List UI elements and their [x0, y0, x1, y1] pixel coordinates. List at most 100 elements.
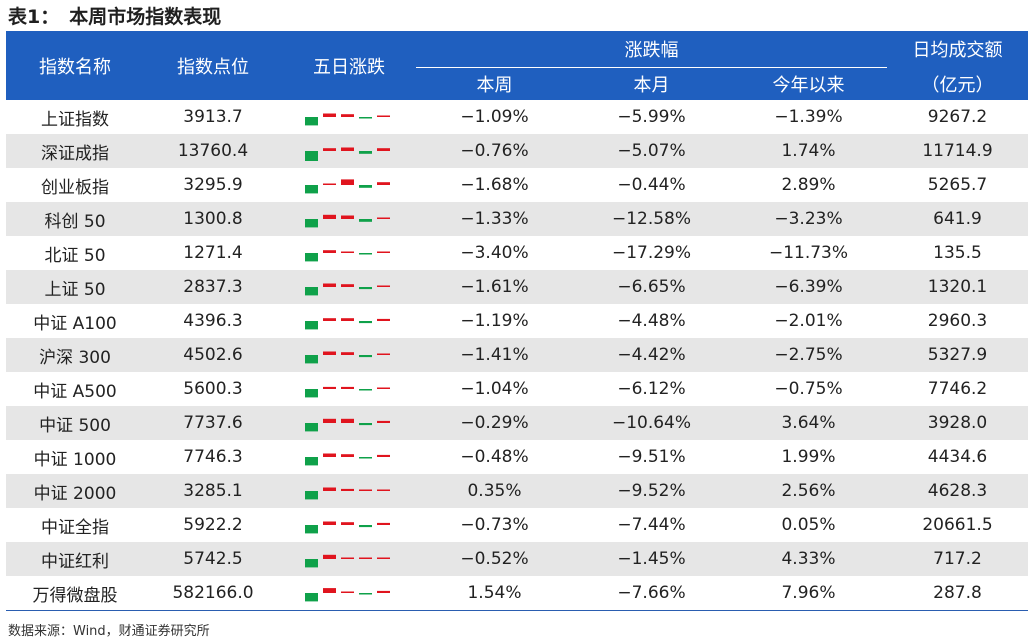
cell-name: 中证红利 [6, 542, 144, 576]
sparkline-down-bar [305, 355, 318, 364]
table-row: 深证成指 13760.4 −0.76% −5.07% 1.74% 11714.9 [6, 134, 1028, 168]
sparkline-up-bar [377, 217, 390, 219]
five-day-sparkline [305, 179, 390, 194]
table-row: 中证全指 5922.2 −0.73% −7.44% 0.05% 20661.5 [6, 508, 1028, 542]
cell-ytd: −0.75% [774, 379, 843, 399]
cell-ytd: −2.01% [774, 311, 843, 331]
cell-five-day [282, 202, 416, 236]
table-body: 上证指数 3913.7 −1.09% −5.99% −1.39% 9267.2 深证成指 13… [6, 100, 1028, 611]
sparkline-down-bar [305, 253, 318, 262]
cell-turnover: 11714.9 [887, 134, 1028, 168]
cell-month: −9.51% [617, 447, 686, 467]
cell-ytd: 1.74% [730, 134, 887, 168]
cell-five-day [282, 440, 416, 474]
cell-turnover: 2960.3 [927, 311, 988, 331]
five-day-sparkline [305, 351, 390, 364]
cell-five-day [282, 270, 416, 304]
sparkline-up-bar [377, 182, 390, 185]
sparkline-up-bar [323, 113, 336, 117]
cell-turnover: 5327.9 [887, 338, 1028, 372]
cell-name: 万得微盘股 [6, 576, 144, 611]
sparkline-down-bar [359, 253, 372, 255]
cell-name: 沪深 300 [6, 338, 144, 372]
cell-week: −1.04% [460, 379, 529, 399]
cell-point: 1271.4 [183, 243, 243, 263]
sparkline-down-bar [305, 151, 318, 161]
sparkline-down-bar [359, 355, 372, 358]
cell-turnover: 7746.2 [927, 379, 988, 399]
sparkline-down-bar [305, 117, 318, 126]
sparkline-up-bar [323, 214, 336, 219]
sparkline-up-bar [377, 522, 390, 525]
sparkline-down-bar [359, 151, 372, 154]
five-day-sparkline [305, 453, 390, 466]
sparkline-up-bar [359, 489, 372, 491]
cell-week: −1.19% [460, 311, 529, 331]
cell-point: 2837.3 [144, 270, 282, 304]
sparkline-up-bar [341, 557, 354, 559]
cell-month: −5.07% [573, 134, 730, 168]
cell-name: 上证指数 [41, 109, 109, 130]
cell-ytd: 1.99% [781, 447, 836, 467]
cell-name: 中证全指 [41, 517, 109, 538]
cell-five-day [282, 474, 416, 508]
header-week: 本周 [416, 67, 573, 100]
sparkline-down-bar [305, 559, 318, 568]
sparkline-up-bar [377, 387, 390, 389]
header-ytd: 今年以来 [730, 67, 887, 100]
cell-name: 中证 500 [6, 406, 144, 440]
cell-ytd: 7.96% [730, 576, 887, 611]
cell-five-day [282, 304, 416, 338]
sparkline-down-bar [359, 525, 372, 528]
cell-turnover: 9267.2 [927, 107, 988, 127]
sparkline-up-bar [341, 591, 354, 593]
cell-five-day [282, 236, 416, 270]
sparkline-up-bar [341, 318, 354, 321]
cell-ytd: 2.89% [781, 175, 836, 195]
cell-ytd: −2.75% [730, 338, 887, 372]
cell-month: −7.66% [573, 576, 730, 611]
sparkline-down-bar [359, 593, 372, 595]
cell-week: −0.52% [416, 542, 573, 576]
sparkline-up-bar [323, 453, 336, 457]
sparkline-up-bar [377, 590, 390, 593]
cell-month: −7.44% [617, 515, 686, 535]
cell-point: 5600.3 [183, 379, 243, 399]
cell-month: −6.12% [617, 379, 686, 399]
five-day-sparkline [305, 250, 390, 262]
sparkline-up-bar [323, 318, 336, 321]
header-point: 指数点位 [144, 31, 282, 100]
five-day-sparkline [305, 113, 390, 126]
cell-month: −0.44% [617, 175, 686, 195]
header-change-group: 涨跌幅 [416, 31, 887, 68]
cell-week: −1.68% [460, 175, 529, 195]
sparkline-up-bar [341, 352, 354, 355]
cell-week: −0.73% [460, 515, 529, 535]
sparkline-down-bar [305, 321, 318, 330]
cell-month: −1.45% [573, 542, 730, 576]
table-row: 沪深 300 4502.6 −1.41% −4.42% −2.75% 5327.9 [6, 338, 1028, 372]
cell-point: 7737.6 [144, 406, 282, 440]
sparkline-up-bar [323, 183, 336, 185]
five-day-sparkline [305, 318, 390, 330]
cell-five-day [282, 542, 416, 576]
cell-name: 北证 50 [44, 245, 106, 266]
sparkline-up-bar [377, 454, 390, 457]
cell-ytd: 4.33% [730, 542, 887, 576]
sparkline-down-bar [305, 185, 318, 194]
cell-month: −4.42% [573, 338, 730, 372]
cell-turnover: 135.5 [933, 243, 982, 263]
cell-point: 7746.3 [183, 447, 243, 467]
sparkline-down-bar [359, 219, 372, 222]
header-five-day: 五日涨跌 [282, 31, 416, 100]
cell-month: −6.65% [573, 270, 730, 304]
sparkline-down-bar [305, 457, 318, 466]
cell-name: 深证成指 [6, 134, 144, 168]
cell-ytd: −3.23% [730, 202, 887, 236]
sparkline-up-bar [341, 114, 354, 117]
sparkline-up-bar [323, 386, 336, 389]
sparkline-up-bar [377, 251, 390, 253]
sparkline-up-bar [341, 179, 354, 185]
cell-five-day [282, 372, 416, 406]
cell-week: −1.09% [460, 107, 529, 127]
